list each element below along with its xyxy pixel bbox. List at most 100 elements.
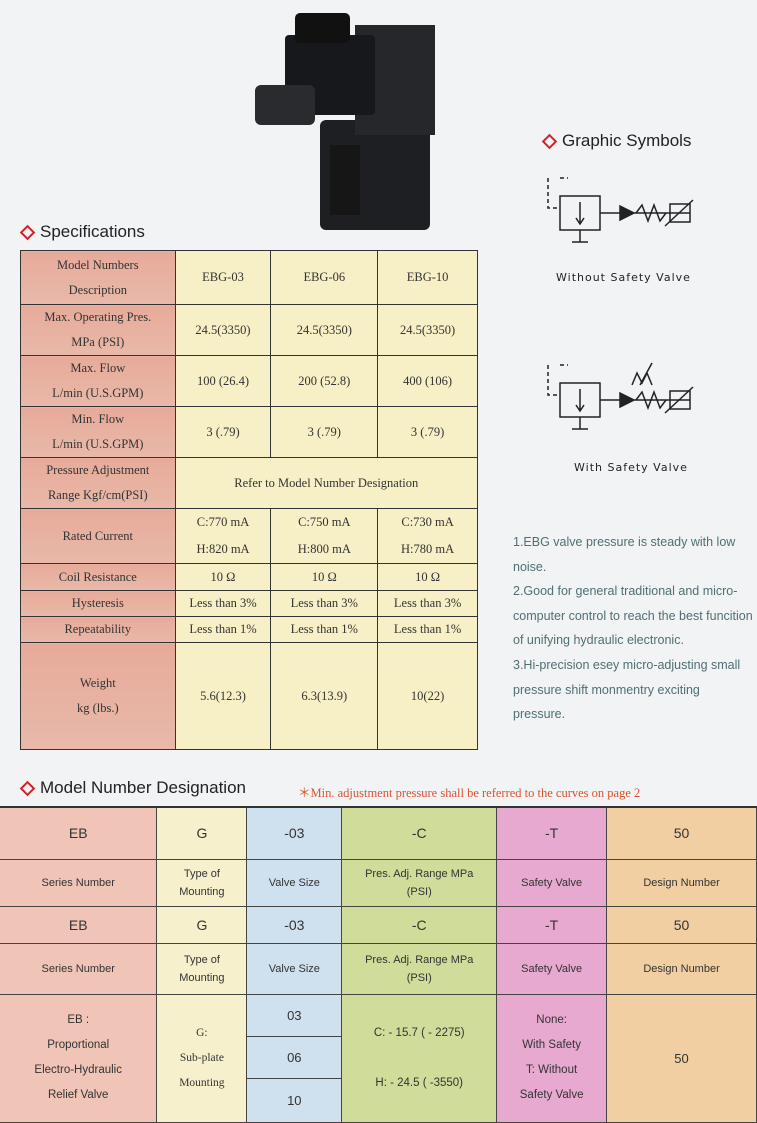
segment-code: G <box>156 807 248 860</box>
spec-row: Rated Current C:770 mA H:820 mA C:750 mA H… <box>20 508 478 564</box>
spec-value: 10 Ω <box>377 563 478 591</box>
spec-value: 200 (52.8) <box>270 355 379 407</box>
detail-row: 10 <box>0 1078 757 1123</box>
spec-row: Pressure Adjustment Range Kgf/cm(PSI) Ref… <box>20 457 479 509</box>
symbol-with-safety-valve <box>547 362 694 430</box>
specifications-table: Model Numbers Description EBG-03 EBG-06 EBG… <box>20 250 479 750</box>
spec-value: C:750 mA H:800 mA <box>270 508 379 564</box>
spec-row: Repeatability Less than 1% Less than 1% Les… <box>20 616 478 643</box>
diamond-icon <box>19 780 36 796</box>
specifications-heading: Specifications <box>18 222 145 242</box>
spec-row-label: Weight kg (lbs.) <box>20 642 176 750</box>
graphic-symbols-heading: Graphic Symbols <box>540 131 691 151</box>
label-row: Series Number Type of Mounting Valve Size P… <box>0 859 757 907</box>
model-designation-table: EB G -03 -C -T 50 Series Number Type of Mountin… <box>0 806 757 1123</box>
spec-row-label: Rated Current <box>20 508 176 564</box>
spec-row-label: Repeatability <box>20 616 176 643</box>
design-detail: 50 <box>606 994 757 1123</box>
segment-label: Pres. Adj. Range MPa (PSI) <box>341 859 498 907</box>
valve-size-option: 06 <box>246 1036 343 1079</box>
safety-detail: None: With Safety T: Without Safety Valv… <box>496 994 608 1123</box>
range-detail: C: - 15.7 ( - 2275) H: - 24.5 ( -3550) <box>341 994 498 1123</box>
spec-value: 10(22) <box>377 642 478 750</box>
spec-value: 5.6(12.3) <box>174 642 272 750</box>
spec-value: Less than 1% <box>377 616 478 643</box>
spec-row: Hysteresis Less than 3% Less than 3% Less t… <box>20 590 478 617</box>
label-row: Series Number Type of Mounting Valve Size P… <box>0 943 757 995</box>
spec-value: 3 (.79) <box>174 406 272 458</box>
segment-label: Valve Size <box>246 859 343 907</box>
model-column-header: EBG-03 <box>174 250 272 305</box>
note-item: 3.Hi-precision esey micro-adjusting smal… <box>513 657 741 722</box>
segment-code: -T <box>496 807 608 860</box>
spec-value: C:770 mA H:820 mA <box>174 508 272 564</box>
spec-row-label: Hysteresis <box>20 590 176 617</box>
model-note: ＊Min. adjustment pressure shall be refer… <box>298 786 641 800</box>
spec-value: 24.5(3350) <box>270 304 379 356</box>
spec-value: Less than 1% <box>270 616 379 643</box>
spec-value: 3 (.79) <box>270 406 379 458</box>
symbol-caption-without: Without Safety Valve <box>556 271 691 284</box>
segment-label: Series Number <box>0 943 158 995</box>
spec-row-label: Coil Resistance <box>20 563 176 591</box>
segment-code: -C <box>341 807 498 860</box>
symbol-caption-with: With Safety Valve <box>574 461 688 474</box>
feature-notes: 1.EBG valve pressure is steady with low … <box>513 530 753 727</box>
diamond-icon <box>541 133 558 149</box>
segment-label: Safety Valve <box>496 859 608 907</box>
spec-row-label: Max. Operating Pres. MPa (PSI) <box>20 304 176 356</box>
mounting-detail: G: Sub-plate Mounting <box>156 994 248 1123</box>
segment-label: Pres. Adj. Range MPa (PSI) <box>341 943 498 995</box>
segment-code: -C <box>341 906 498 944</box>
spec-row-label: Min. Flow L/min (U.S.GPM) <box>20 406 176 458</box>
valve-size-option: 03 <box>246 994 343 1037</box>
segment-label: Series Number <box>0 859 158 907</box>
spec-span-value: Refer to Model Number Designation <box>174 457 479 509</box>
note-item: 1.EBG valve pressure is steady with low … <box>513 535 736 574</box>
spec-value: 3 (.79) <box>377 406 478 458</box>
valve-size-option: 10 <box>246 1078 343 1123</box>
model-designation-heading: Model Number Designation <box>18 778 246 798</box>
segment-label: Design Number <box>606 943 757 995</box>
spec-value: Less than 3% <box>174 590 272 617</box>
spec-row-label: Pressure Adjustment Range Kgf/cm(PSI) <box>20 457 176 509</box>
series-detail: EB : Proportional Electro-Hydraulic Reli… <box>0 994 158 1123</box>
segment-code: G <box>156 906 248 944</box>
note-item: 2.Good for general traditional and micro… <box>513 584 753 648</box>
diamond-icon <box>19 224 36 240</box>
segment-code: -T <box>496 906 608 944</box>
spec-row: Coil Resistance 10 Ω 10 Ω 10 Ω <box>20 563 478 591</box>
spec-value: 10 Ω <box>270 563 379 591</box>
spec-value: Less than 1% <box>174 616 272 643</box>
valve-product-image <box>255 13 435 230</box>
segment-code: EB <box>0 906 158 944</box>
code-row: EB G -03 -C -T 50 <box>0 807 757 860</box>
spec-value: 24.5(3350) <box>377 304 478 356</box>
segment-code: EB <box>0 807 158 860</box>
model-column-header: EBG-10 <box>377 250 478 305</box>
spec-row: Min. Flow L/min (U.S.GPM) 3 (.79) 3 (.79) 3… <box>20 406 478 458</box>
spec-header-row: Model Numbers Description EBG-03 EBG-06 EBG… <box>20 250 478 305</box>
spec-value: Less than 3% <box>377 590 478 617</box>
spec-row: Weight kg (lbs.) 5.6(12.3) 6.3(13.9) 10(22) <box>20 642 478 750</box>
segment-code: 50 <box>606 906 757 944</box>
spec-value: 400 (106) <box>377 355 478 407</box>
spec-value: 6.3(13.9) <box>270 642 379 750</box>
segment-code: 50 <box>606 807 757 860</box>
segment-code: -03 <box>246 906 343 944</box>
segment-code: -03 <box>246 807 343 860</box>
spec-row: Max. Flow L/min (U.S.GPM) 100 (26.4) 200 (… <box>20 355 478 407</box>
symbol-without-safety-valve <box>547 177 694 243</box>
description-header: Model Numbers Description <box>20 250 176 305</box>
detail-row: 06 <box>0 1036 757 1079</box>
segment-label: Design Number <box>606 859 757 907</box>
segment-label: Valve Size <box>246 943 343 995</box>
segment-label: Type of Mounting <box>156 859 248 907</box>
spec-value: 100 (26.4) <box>174 355 272 407</box>
spec-value: C:730 mA H:780 mA <box>377 508 478 564</box>
detail-row: EB : Proportional Electro-Hydraulic Reli… <box>0 994 757 1123</box>
code-row: EB G -03 -C -T 50 <box>0 906 757 944</box>
spec-value: 10 Ω <box>174 563 272 591</box>
segment-label: Type of Mounting <box>156 943 248 995</box>
segment-label: Safety Valve <box>496 943 608 995</box>
